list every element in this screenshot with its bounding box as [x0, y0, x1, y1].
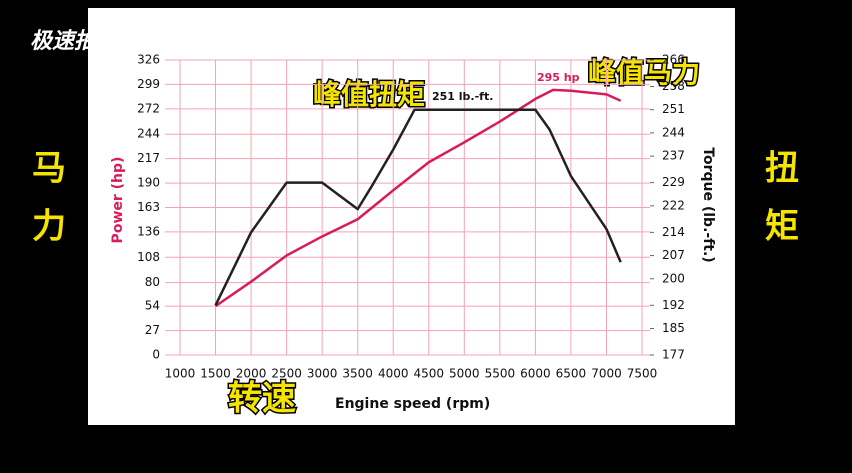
- left-label-1: 马: [32, 149, 66, 189]
- x-tick-label: 1500: [200, 367, 231, 381]
- y2-tick-label: 177: [662, 348, 685, 362]
- y-tick-label: 190: [137, 176, 160, 190]
- y-tick-label: 244: [137, 127, 160, 141]
- y2-tick-label: 244: [662, 125, 685, 139]
- x-tick-label: 4000: [378, 367, 409, 381]
- y2-tick-label: 258: [662, 79, 685, 93]
- right-label-1: 扭: [765, 149, 799, 189]
- x-tick-label: 2000: [236, 367, 267, 381]
- y2-tick-label: 185: [662, 321, 685, 335]
- x-tick-label: 5000: [449, 367, 480, 381]
- x-tick-label: 2500: [271, 367, 302, 381]
- y-tick-label: 108: [137, 250, 160, 264]
- y-tick-label: 163: [137, 200, 160, 214]
- y-tick-label: 54: [145, 299, 160, 313]
- y-tick-label: 80: [145, 275, 160, 289]
- y-tick-label: 299: [137, 77, 160, 91]
- plot: 1000 1500 2000 2500 3000 3500 4000 4500 5000 5500…: [137, 53, 685, 381]
- line: [214, 108, 622, 306]
- y-tick-label: 272: [137, 101, 160, 115]
- y2-tick-label: 207: [662, 248, 685, 262]
- y2-tick-label: 229: [662, 175, 685, 189]
- line: [214, 88, 622, 308]
- logo: 极速拍档: [30, 29, 122, 54]
- x-tick-label: 4500: [413, 367, 444, 381]
- right-label-2: 矩: [765, 207, 799, 247]
- y-tick-label: 27: [145, 323, 160, 337]
- y-tick-label: 326: [137, 53, 160, 67]
- annotation: 295 hp: [537, 71, 580, 84]
- x-tick-label: 6500: [556, 367, 587, 381]
- y2-tick-label: 251: [662, 102, 685, 116]
- y2-axis-title: Torque (lb.-ft.): [700, 147, 716, 262]
- y2-tick-label: 222: [662, 198, 685, 212]
- y-tick-label: 0: [152, 348, 160, 362]
- y2-tick-label: 214: [662, 225, 685, 239]
- x-label-cn: 转速: [228, 379, 296, 419]
- y-tick-label: 217: [137, 151, 160, 165]
- x-tick-label: 1000: [165, 367, 196, 381]
- x-tick-label: 7500: [627, 367, 658, 381]
- torque-peak-cn: 峰值扭矩: [313, 78, 425, 111]
- y2-tick-label: 266: [662, 53, 685, 67]
- x-tick-label: 5500: [485, 367, 516, 381]
- left-label-2: 力: [32, 207, 66, 247]
- annotation: 251 lb.-ft.: [432, 90, 493, 103]
- x-tick-label: 6000: [520, 367, 551, 381]
- x-tick-label: 7000: [591, 367, 622, 381]
- y2-tick-label: 192: [662, 298, 685, 312]
- x-tick-label: 3000: [307, 367, 338, 381]
- y-axis-title: Power (hp): [110, 157, 126, 244]
- x-tick-label: 3500: [342, 367, 373, 381]
- y2-tick-label: 200: [662, 271, 685, 285]
- y2-tick-label: 237: [662, 149, 685, 163]
- y-tick-label: 136: [137, 224, 160, 238]
- x-axis-title: Engine speed (rpm): [335, 396, 490, 412]
